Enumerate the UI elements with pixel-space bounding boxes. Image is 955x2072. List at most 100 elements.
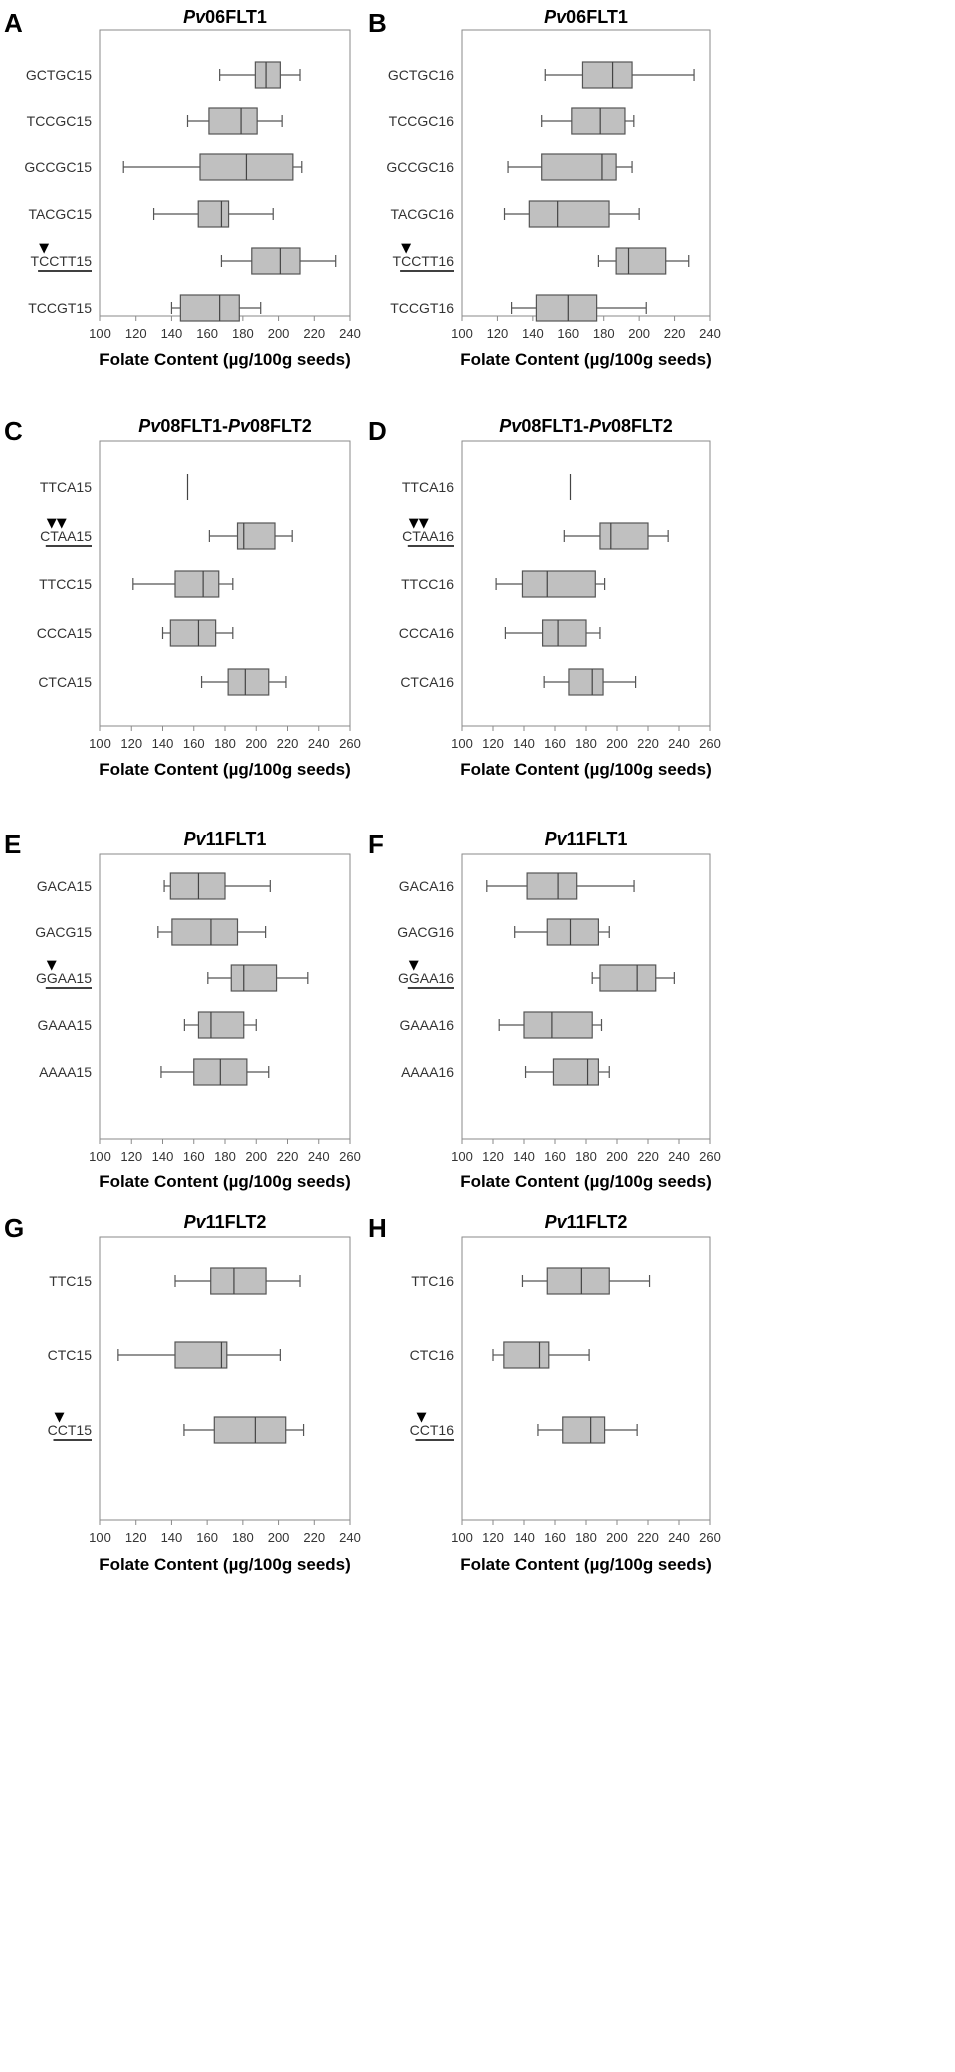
box-cct15: CCT15▼ (48, 1410, 305, 1444)
iqr-box (541, 153, 617, 181)
iqr-box (179, 294, 240, 322)
title-italic: Pv (499, 416, 522, 436)
iqr-box (174, 570, 220, 598)
category-label: CTAA16 (402, 528, 454, 544)
iqr-box (546, 918, 600, 946)
category-label: CTC16 (410, 1347, 455, 1363)
panel-title: Pv11FLT1 (545, 829, 628, 849)
box-aaaa16: AAAA16 (401, 1058, 610, 1086)
x-tick-label: 180 (214, 1149, 236, 1164)
title-rest: 11FLT1 (567, 829, 628, 849)
x-tick-label: 260 (699, 1149, 721, 1164)
title-rest: 08FLT1- (160, 416, 228, 436)
x-tick-label: 160 (544, 1530, 566, 1545)
category-label: AAAA16 (401, 1064, 454, 1080)
box-ccca16: CCCA16 (399, 619, 601, 647)
x-axis-title: Folate Content (µg/100g seeds) (460, 1555, 712, 1574)
box-ctca16: CTCA16 (400, 668, 637, 696)
box-gctgc15: GCTGC15 (26, 61, 301, 89)
iqr-box (599, 964, 657, 992)
x-tick-label: 120 (487, 326, 509, 341)
x-tick-label: 220 (277, 736, 299, 751)
panel-title: Pv06FLT1 (183, 7, 267, 27)
marker-triangle-icon: ▼ (409, 958, 419, 973)
panel-g: G Pv11FLT2 100 120 140 160 180 200 220 240 Folate … (4, 1212, 361, 1574)
category-label: GACG15 (35, 924, 92, 940)
box-ctc15: CTC15 (48, 1341, 281, 1369)
iqr-box (169, 872, 226, 900)
panel-letter: H (368, 1213, 387, 1243)
category-label: TCCGC16 (389, 113, 455, 129)
title-italic: Pv (544, 7, 567, 27)
x-axis-title: Folate Content (µg/100g seeds) (460, 1172, 712, 1191)
panel-title: Pv08FLT1-Pv08FLT2 (138, 416, 311, 436)
box-gaaa16: GAAA16 (400, 1011, 603, 1039)
box-gacg15: GACG15 (35, 918, 267, 946)
x-tick-label: 260 (339, 1149, 361, 1164)
marker-triangle-icon: ▼ (55, 1410, 65, 1425)
x-tick-label: 100 (89, 326, 111, 341)
x-tick-label: 260 (699, 1530, 721, 1545)
panel-letter: E (4, 829, 21, 859)
panel-title: Pv06FLT1 (544, 7, 628, 27)
x-axis-title: Folate Content (µg/100g seeds) (460, 350, 712, 369)
x-axis-title: Folate Content (µg/100g seeds) (99, 1172, 351, 1191)
panel-letter: F (368, 829, 384, 859)
panel-title: Pv08FLT1-Pv08FLT2 (499, 416, 672, 436)
iqr-box (210, 1267, 267, 1295)
title-italic-2: Pv (228, 416, 251, 436)
box-ttcc15: TTCC15 (39, 570, 234, 598)
category-label: TACGC15 (28, 206, 92, 222)
box-cct16: CCT16▼ (410, 1410, 638, 1444)
category-label: GACG16 (397, 924, 454, 940)
panel-title: Pv11FLT1 (184, 829, 267, 849)
box-ttc16: TTC16 (411, 1267, 651, 1295)
x-tick-label: 200 (245, 736, 267, 751)
panel-b: B Pv06FLT1 100 120 140 160 180 200 220 240 Folate … (368, 7, 721, 369)
x-tick-label: 160 (196, 1530, 218, 1545)
title-rest: 11FLT2 (567, 1212, 628, 1232)
title-rest-2: 08FLT2 (250, 416, 312, 436)
x-tick-label: 100 (451, 1530, 473, 1545)
x-tick-label: 260 (699, 736, 721, 751)
iqr-box (254, 61, 281, 89)
x-tick-label: 220 (637, 736, 659, 751)
x-tick-label: 180 (575, 736, 597, 751)
iqr-box (581, 61, 633, 89)
box-ccca15: CCCA15 (37, 619, 234, 647)
x-tick-label: 200 (606, 1149, 628, 1164)
x-tick-label: 180 (232, 326, 254, 341)
box-gaaa15: GAAA15 (38, 1011, 257, 1039)
x-tick-label: 240 (699, 326, 721, 341)
category-label: GGAA16 (398, 970, 454, 986)
box-tccgt15: TCCGT15 (28, 294, 262, 322)
x-tick-label: 180 (575, 1530, 597, 1545)
box-ctca15: CTCA15 (38, 668, 287, 696)
iqr-box (503, 1341, 550, 1369)
category-label: TTCC15 (39, 576, 92, 592)
title-rest-2: 08FLT2 (611, 416, 673, 436)
x-tick-label: 220 (277, 1149, 299, 1164)
box-tcctt15: TCCTT15▼ (31, 241, 337, 275)
category-label: TACGC16 (390, 206, 454, 222)
box-ctaa15: CTAA15▼▼ (40, 516, 293, 550)
plot-frame (99, 1236, 351, 1521)
category-label: TTCA16 (402, 479, 454, 495)
iqr-box (535, 294, 598, 322)
panel-a: A Pv06FLT1 100 120 140 160 180 200 220 240 Folate … (4, 7, 361, 369)
panel-letter: B (368, 8, 387, 38)
marker-triangle-icon: ▼▼ (47, 516, 67, 531)
iqr-box (230, 964, 278, 992)
iqr-box (541, 619, 587, 647)
category-label: CTCA16 (400, 674, 454, 690)
box-tccgt16: TCCGT16 (390, 294, 647, 322)
box-ttc15: TTC15 (49, 1267, 301, 1295)
x-axis-title: Folate Content (µg/100g seeds) (99, 760, 351, 779)
box-ctc16: CTC16 (410, 1341, 590, 1369)
box-ttca16: TTCA16 (402, 474, 572, 500)
category-label: CCCA16 (399, 625, 454, 641)
title-italic: Pv (138, 416, 161, 436)
category-label: GGAA15 (36, 970, 92, 986)
